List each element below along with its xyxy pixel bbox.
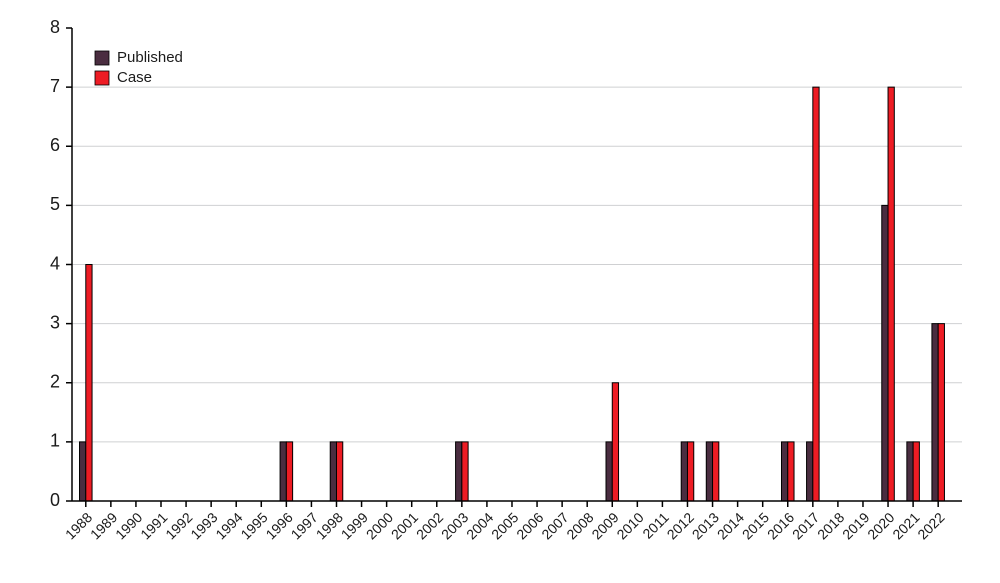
y-tick-label: 8 <box>50 17 60 37</box>
bar-published <box>882 205 888 501</box>
bar-case <box>813 87 819 501</box>
bar-case <box>612 383 618 501</box>
bar-case <box>913 442 919 501</box>
bar-published <box>456 442 462 501</box>
bar-case <box>788 442 794 501</box>
bar-published <box>932 324 938 501</box>
chart-container: 0123456781988198919901991199219931994199… <box>0 0 1000 583</box>
bar-published <box>80 442 86 501</box>
bar-case <box>888 87 894 501</box>
bar-published <box>706 442 712 501</box>
bar-published <box>907 442 913 501</box>
bar-case <box>336 442 342 501</box>
legend-swatch <box>95 71 109 85</box>
bar-case <box>938 324 944 501</box>
bar-published <box>807 442 813 501</box>
bar-chart-svg: 0123456781988198919901991199219931994199… <box>0 0 1000 583</box>
bar-case <box>687 442 693 501</box>
y-tick-label: 4 <box>50 253 60 273</box>
bar-published <box>606 442 612 501</box>
bar-case <box>286 442 292 501</box>
y-tick-label: 1 <box>50 431 60 451</box>
legend-label: Published <box>117 49 183 66</box>
y-tick-label: 6 <box>50 135 60 155</box>
bar-case <box>86 265 92 502</box>
bar-published <box>681 442 687 501</box>
y-tick-label: 7 <box>50 76 60 96</box>
y-tick-label: 2 <box>50 372 60 392</box>
y-tick-label: 3 <box>50 312 60 332</box>
legend-label: Case <box>117 69 152 86</box>
legend-swatch <box>95 51 109 65</box>
y-tick-label: 5 <box>50 194 60 214</box>
bar-case <box>462 442 468 501</box>
bar-published <box>280 442 286 501</box>
bar-published <box>330 442 336 501</box>
y-tick-label: 0 <box>50 490 60 510</box>
bar-published <box>781 442 787 501</box>
bar-case <box>713 442 719 501</box>
